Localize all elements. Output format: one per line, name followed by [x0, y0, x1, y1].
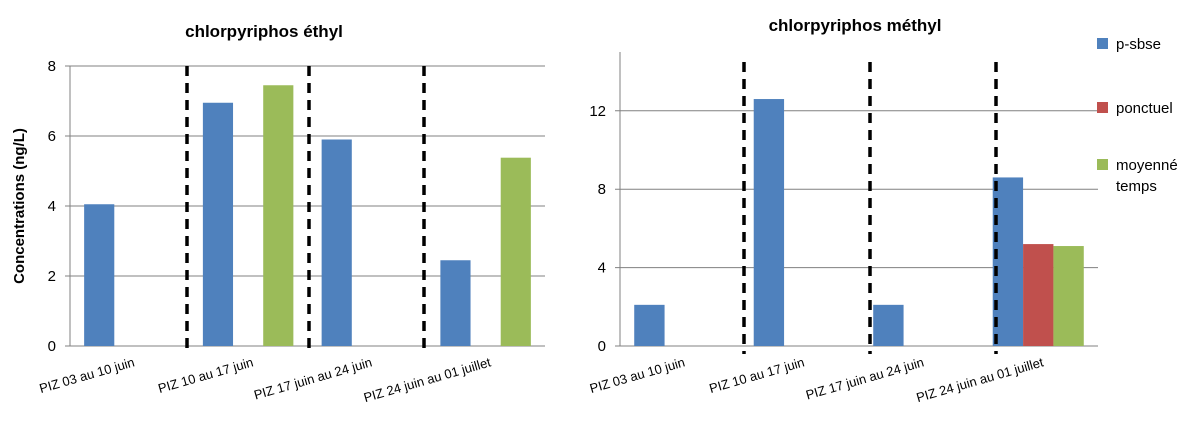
c2-bar-ponctuel	[1023, 244, 1054, 346]
chart2-y-ticks: 0 4 8 12	[589, 103, 606, 355]
c1-bar-p-sbse	[202, 102, 234, 346]
c2-bar-p-sbse	[873, 304, 904, 346]
c1-category-label: PIZ 17 juin au 24 juin	[252, 354, 374, 402]
chart1-title: chlorpyriphos éthyl	[185, 22, 343, 41]
legend-label: moyenné	[1116, 157, 1178, 174]
c1-category-label: PIZ 10 au 17 juin	[156, 354, 255, 396]
c2-y-tick-label: 8	[598, 181, 606, 198]
chart1-y-axis-label: Concentrations (ng/L)	[11, 128, 28, 284]
legend-swatch	[1097, 38, 1108, 49]
c2-category-label: PIZ 17 juin au 24 juin	[804, 354, 926, 402]
c2-bar-p-sbse	[753, 99, 785, 346]
c1-y-tick-label: 8	[48, 58, 56, 75]
chart2-bars	[634, 99, 1084, 346]
c2-category-label: PIZ 03 au 10 juin	[588, 354, 687, 396]
legend: p-sbse ponctuel moyenné temps	[1097, 36, 1178, 195]
c1-bar-p-sbse	[440, 260, 471, 346]
c2-y-tick-label: 12	[589, 103, 606, 120]
c1-bar-p-sbse	[84, 204, 115, 346]
c2-bar-moyenné-temps	[1053, 246, 1084, 346]
c1-y-tick-label: 6	[48, 128, 56, 145]
c2-category-label: PIZ 24 juin au 01 juillet	[915, 354, 1046, 405]
chart1-y-ticks: 0 2 4 6 8	[48, 58, 56, 355]
c2-y-tick-label: 0	[598, 338, 606, 355]
chart-chlorpyriphos-ethyl: chlorpyriphos éthyl Concentrations (ng/L…	[11, 22, 545, 405]
c2-y-tick-label: 4	[598, 260, 606, 277]
c1-category-label: PIZ 03 au 10 juin	[38, 354, 137, 396]
legend-swatch	[1097, 102, 1108, 113]
c1-y-tick-label: 0	[48, 338, 56, 355]
legend-swatch	[1097, 159, 1108, 170]
c1-bar-moyenné-temps	[263, 85, 294, 346]
chart2-title: chlorpyriphos méthyl	[769, 16, 942, 35]
chart2-period-separators	[742, 62, 998, 354]
legend-label: temps	[1116, 178, 1157, 195]
chart1-gridlines	[65, 65, 545, 347]
c1-bar-p-sbse	[321, 139, 352, 346]
c1-y-tick-label: 2	[48, 268, 56, 285]
c1-bar-moyenné-temps	[500, 157, 531, 346]
c2-bar-p-sbse	[992, 177, 1024, 346]
c1-category-label: PIZ 24 juin au 01 juillet	[362, 354, 493, 405]
chart1-period-separators	[185, 66, 426, 354]
legend-label: ponctuel	[1116, 100, 1173, 117]
c1-y-tick-label: 4	[48, 198, 56, 215]
chart-chlorpyriphos-methyl: chlorpyriphos méthyl 0 4 8 12 PIZ 03 au 10 …	[588, 16, 1098, 405]
c2-bar-p-sbse	[634, 304, 665, 346]
legend-label: p-sbse	[1116, 36, 1161, 53]
c2-category-label: PIZ 10 au 17 juin	[707, 354, 806, 396]
chart1-bars	[84, 85, 531, 346]
